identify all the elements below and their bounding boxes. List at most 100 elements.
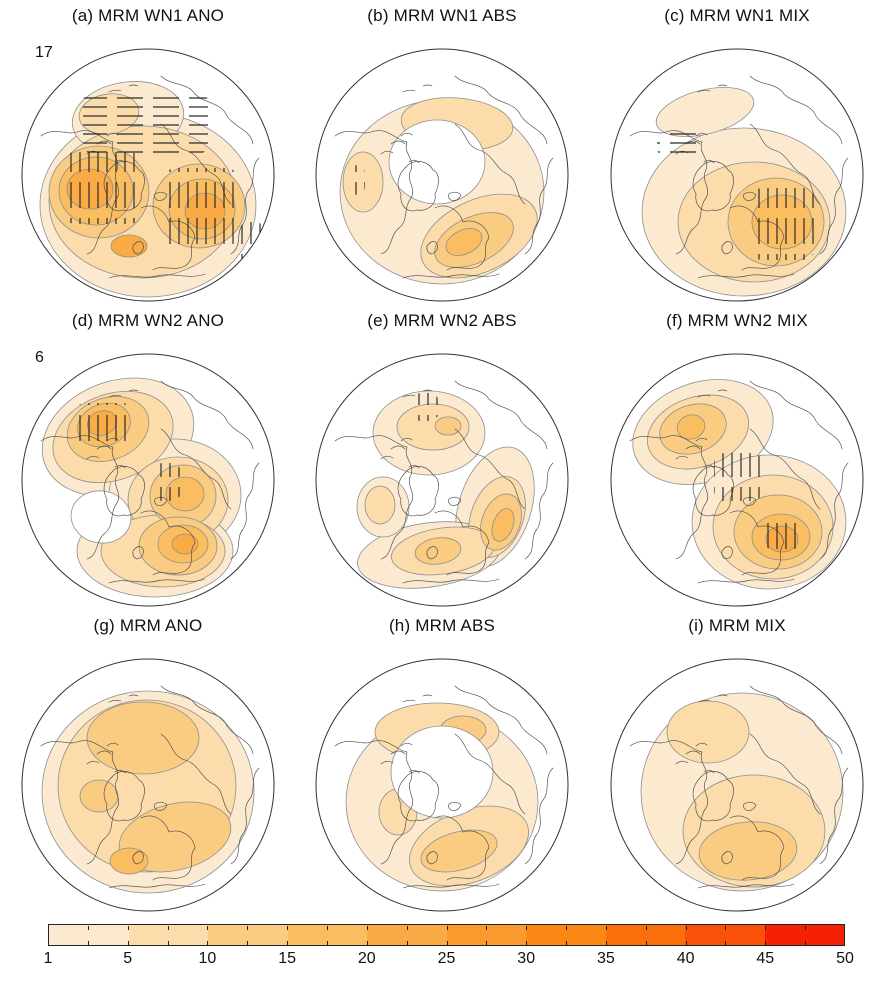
- colorbar-segment-0: [49, 925, 129, 945]
- colorbar-tick: [446, 940, 448, 945]
- map-outline-circle: [610, 353, 864, 607]
- colorbar-segment-3: [287, 925, 367, 945]
- colorbar-tick: [247, 925, 249, 930]
- coastlines: [629, 685, 849, 889]
- panel-title-e: (e) MRM WN2 ABS: [367, 311, 517, 330]
- colorbar-tick: [645, 925, 647, 930]
- contour-holes: [388, 119, 486, 205]
- significance-hatching: [65, 92, 265, 267]
- colorbar-segment-7: [605, 925, 685, 945]
- panel-a: (a) MRM WN1 ANO 17: [13, 0, 283, 302]
- map-panel-h: [315, 658, 569, 912]
- panel-i: (i) MRM MIX: [602, 610, 872, 912]
- colorbar-tick: [446, 925, 448, 930]
- colorbar-tick: [167, 940, 169, 945]
- significance-hatching: [353, 164, 365, 196]
- colorbar-tick: [725, 925, 727, 930]
- colorbar-tick-label-30: 30: [517, 950, 536, 967]
- colorbar-segment-9: [764, 925, 844, 945]
- map-outline-circle: [315, 48, 569, 302]
- colorbar-tick: [486, 925, 488, 930]
- panel-title-i: (i) MRM MIX: [688, 616, 786, 635]
- panel-annotation-d: 6: [35, 349, 44, 366]
- colorbar-tick: [87, 925, 89, 930]
- map-outline-circle: [610, 658, 864, 912]
- map-panel-b: [315, 48, 569, 302]
- colorbar-segment-2: [208, 925, 288, 945]
- coastlines: [40, 685, 260, 889]
- coastlines: [334, 75, 554, 279]
- map-panel-i: [610, 658, 864, 912]
- colorbar-segment-4: [367, 925, 447, 945]
- significance-hatching: [657, 132, 814, 260]
- colorbar-tick-label-50: 50: [836, 950, 854, 967]
- panel-d: (d) MRM WN2 ANO 6: [13, 305, 283, 607]
- colorbar-tick: [605, 925, 607, 930]
- coastlines: [334, 380, 554, 584]
- colorbar-tick: [287, 925, 289, 930]
- panel-g: (g) MRM ANO: [13, 610, 283, 912]
- colorbar: [48, 924, 845, 946]
- map-panel-d: [21, 353, 275, 607]
- colorbar-tick: [366, 940, 368, 945]
- panel-title-c: (c) MRM WN1 MIX: [664, 6, 810, 25]
- colorbar-tick: [247, 940, 249, 945]
- colorbar-tick: [287, 940, 289, 945]
- map-outline-circle: [21, 353, 275, 607]
- map-outline-circle: [21, 658, 275, 912]
- significance-hatching: [714, 453, 799, 551]
- colorbar-tick: [127, 925, 129, 930]
- panel-annotation-a: 17: [35, 44, 53, 61]
- contour-fills: [640, 692, 844, 892]
- colorbar-tick-label-15: 15: [278, 950, 296, 967]
- colorbar-tick: [605, 940, 607, 945]
- colorbar-tick: [207, 925, 209, 930]
- panel-e: (e) MRM WN2 ABS: [307, 305, 577, 607]
- contour-fills: [41, 690, 255, 894]
- colorbar-tick: [725, 940, 727, 945]
- colorbar-tick-label-5: 5: [123, 950, 133, 967]
- contour-holes: [390, 725, 494, 819]
- colorbar-segment-1: [128, 925, 208, 945]
- colorbar-tick-label-20: 20: [357, 950, 376, 967]
- panel-h: (h) MRM ABS: [307, 610, 577, 912]
- colorbar-tick: [326, 940, 328, 945]
- colorbar-tick: [406, 940, 408, 945]
- map-panel-a: [21, 48, 275, 302]
- colorbar-tick: [526, 925, 528, 930]
- colorbar-segment-5: [446, 925, 526, 945]
- colorbar-tick: [486, 940, 488, 945]
- map-outline-circle: [315, 658, 569, 912]
- colorbar-tick: [765, 925, 767, 930]
- colorbar-tick: [645, 940, 647, 945]
- map-panel-c: [610, 48, 864, 302]
- panel-b: (b) MRM WN1 ABS: [307, 0, 577, 302]
- colorbar-tick: [765, 940, 767, 945]
- colorbar-tick-label-1: 1: [43, 950, 53, 967]
- map-outline-circle: [21, 48, 275, 302]
- panel-title-a: (a) MRM WN1 ANO: [71, 6, 225, 25]
- coastlines: [334, 685, 554, 889]
- colorbar-tick: [685, 940, 687, 945]
- panel-title-f: (f) MRM WN2 MIX: [666, 311, 808, 330]
- panel-title-g: (g) MRM ANO: [93, 616, 203, 635]
- map-panel-f: [610, 353, 864, 607]
- colorbar-tick: [87, 940, 89, 945]
- map-outline-circle: [610, 48, 864, 302]
- colorbar-tick-labels: 1 5 10 15 20 25 30 35 40 45 50: [0, 950, 884, 974]
- colorbar-tick-label-40: 40: [676, 950, 695, 967]
- colorbar-tick: [526, 940, 528, 945]
- colorbar-tick: [805, 940, 807, 945]
- significance-hatching: [411, 393, 439, 421]
- map-outline-circle: [315, 353, 569, 607]
- panel-c: (c) MRM WN1 MIX: [602, 0, 872, 302]
- panel-title-h: (h) MRM ABS: [388, 616, 496, 635]
- map-panel-g: [21, 658, 275, 912]
- colorbar-tick: [805, 925, 807, 930]
- colorbar-tick: [326, 925, 328, 930]
- panel-f: (f) MRM WN2 MIX: [602, 305, 872, 607]
- colorbar-tick-label-10: 10: [198, 950, 217, 967]
- map-panel-e: [315, 353, 569, 607]
- colorbar-tick: [366, 925, 368, 930]
